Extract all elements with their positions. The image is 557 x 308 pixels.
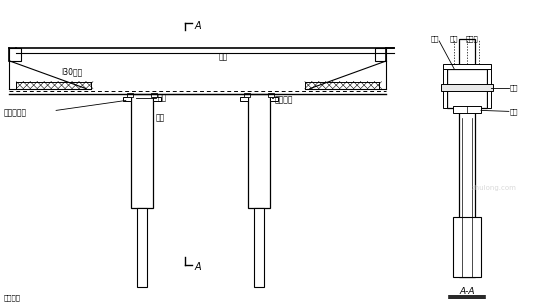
Bar	[240, 96, 248, 101]
Bar	[270, 96, 278, 101]
Bar	[153, 96, 160, 101]
Bar	[254, 208, 264, 287]
Bar	[248, 94, 270, 208]
Bar	[453, 217, 481, 277]
Text: zhulong.com: zhulong.com	[471, 185, 516, 191]
Text: 横梁支撑: 横梁支撑	[275, 95, 294, 104]
Text: I30托梁: I30托梁	[61, 67, 82, 76]
Bar	[268, 93, 274, 96]
Text: 横带: 横带	[510, 84, 519, 91]
Bar	[443, 69, 447, 108]
Bar	[136, 208, 146, 287]
Text: 注写说明: 注写说明	[3, 294, 21, 301]
Text: 预埋防滑销: 预埋防滑销	[3, 108, 27, 117]
Text: A: A	[194, 21, 201, 31]
Bar	[150, 93, 157, 96]
Text: 底模: 底模	[218, 52, 228, 61]
Bar	[453, 107, 481, 113]
Text: A: A	[194, 262, 201, 272]
Bar	[244, 93, 250, 96]
Bar	[487, 69, 491, 108]
Text: 立带: 立带	[430, 36, 439, 43]
Bar	[127, 93, 133, 96]
Bar	[441, 84, 493, 91]
Bar	[123, 96, 131, 101]
Text: 侧模: 侧模	[449, 36, 458, 43]
Text: 抱箍: 抱箍	[158, 93, 167, 102]
Text: A-A: A-A	[460, 287, 475, 296]
Bar	[374, 48, 387, 61]
Text: 对拉杆: 对拉杆	[466, 36, 479, 43]
Bar	[443, 64, 491, 69]
Text: 墩柱: 墩柱	[155, 114, 165, 123]
Bar	[459, 39, 475, 277]
Bar	[131, 94, 153, 208]
Bar	[447, 69, 487, 108]
Bar	[9, 48, 21, 61]
Text: 抱箍: 抱箍	[510, 108, 519, 115]
